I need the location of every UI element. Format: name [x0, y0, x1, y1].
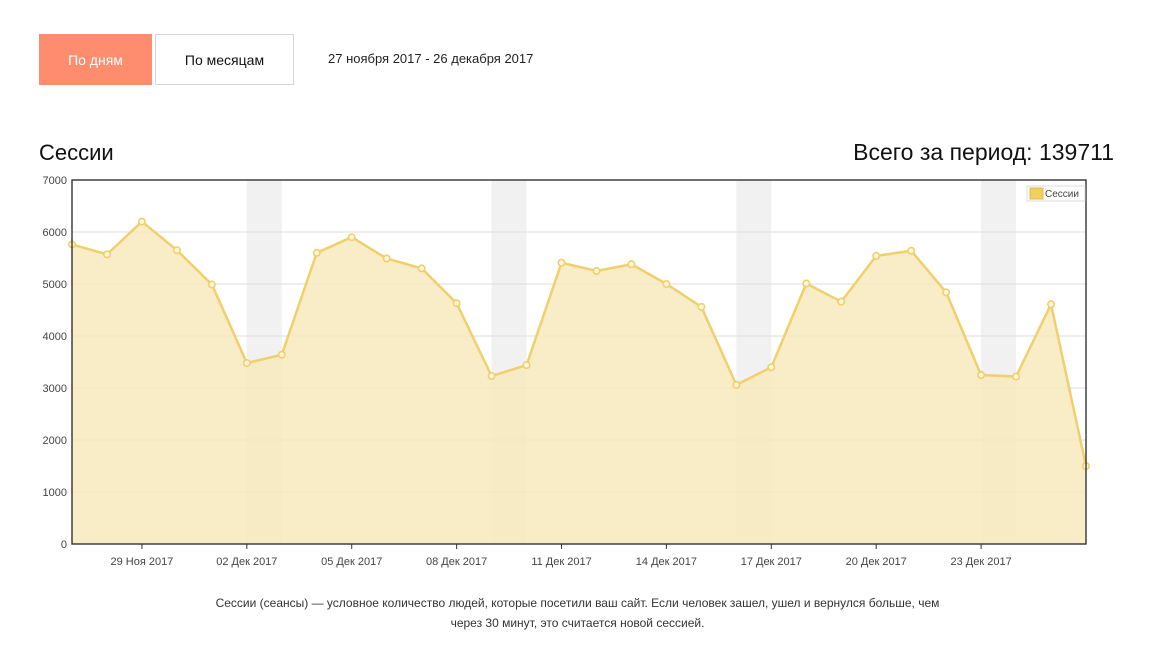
x-tick-label: 20 Дек 2017 [846, 556, 907, 568]
data-point [172, 246, 181, 255]
data-point [277, 350, 286, 359]
data-point [697, 302, 706, 311]
data-point [207, 280, 216, 289]
x-tick-label: 29 Ноя 2017 [111, 556, 174, 568]
data-point [557, 258, 566, 267]
data-point [347, 233, 356, 242]
data-point [662, 279, 671, 288]
data-point [1047, 300, 1056, 309]
y-tick-label: 4000 [43, 331, 67, 343]
sessions-area [72, 221, 1086, 544]
by-days-button[interactable]: По дням [39, 34, 152, 85]
data-point [417, 264, 426, 273]
y-tick-label: 0 [61, 539, 67, 551]
x-tick-label: 23 Дек 2017 [951, 556, 1012, 568]
y-tick-label: 1000 [43, 487, 67, 499]
y-tick-label: 6000 [43, 227, 67, 239]
data-point [977, 370, 986, 379]
x-tick-label: 14 Дек 2017 [636, 556, 697, 568]
data-point [1012, 372, 1021, 381]
data-point [942, 288, 951, 297]
by-months-label: По месяцам [184, 51, 265, 68]
data-point [872, 251, 881, 260]
sessions-line [71, 219, 1088, 467]
plot-frame [71, 179, 1087, 545]
x-tick-label: 11 Дек 2017 [531, 556, 591, 568]
period-total: Всего за период: 139711 [853, 139, 1114, 165]
data-point [382, 254, 391, 263]
data-point [907, 246, 916, 255]
data-point [837, 297, 846, 306]
date-range[interactable]: 27 ноября 2017 - 26 декабря 2017 [328, 51, 534, 66]
data-point [487, 372, 496, 381]
data-point [767, 363, 776, 372]
data-point [802, 279, 811, 288]
data-point [137, 217, 146, 226]
y-tick-label: 2000 [43, 435, 67, 447]
by-days-label: По дням [68, 51, 123, 68]
data-point [732, 380, 741, 389]
x-tick-label: 02 Дек 2017 [216, 556, 277, 568]
data-point [592, 266, 601, 275]
by-months-button[interactable]: По месяцам [155, 34, 294, 85]
y-tick-label: 3000 [43, 383, 67, 395]
data-point [452, 299, 461, 308]
x-tick-label: 05 Дек 2017 [321, 556, 382, 568]
x-tick-label: 17 Дек 2017 [741, 556, 802, 568]
chart-title: Сессии [39, 140, 114, 165]
data-point [627, 260, 636, 269]
data-point [522, 361, 531, 370]
sessions-chart: 0 1000 2000 3000 4000 5000 6000 7000 29 Ноя 2017… [43, 175, 1091, 568]
y-tick-label: 7000 [43, 175, 67, 187]
x-tick-label: 08 Дек 2017 [426, 556, 487, 568]
y-tick-label: 5000 [43, 279, 67, 291]
legend-swatch [1029, 187, 1044, 200]
sessions-note: Сессии (сеансы) — условное количество лю… [215, 596, 940, 630]
data-point [312, 248, 321, 257]
data-point [242, 359, 251, 368]
data-point [102, 250, 111, 259]
legend-label: Сессии [1045, 189, 1079, 200]
